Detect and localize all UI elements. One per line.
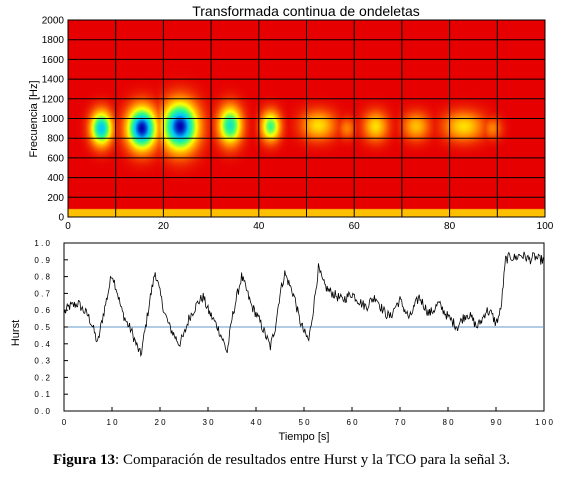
caption-text: : Comparación de resultados entre Hurst … xyxy=(115,452,511,468)
hurst-chart: Hurst 0 . 00 . 10 . 20 . 30 . 40 . 50 . … xyxy=(10,239,553,443)
hurst-y-tick-label: 0 . 0 xyxy=(34,407,50,416)
cwt-x-tick-label: 60 xyxy=(349,221,361,232)
hurst-y-tick-label: 0 . 5 xyxy=(34,323,50,332)
hurst-y-tick-label: 0 . 3 xyxy=(34,357,50,366)
cwt-y-tick-label: 400 xyxy=(47,173,64,184)
hurst-x-tick-label: 1 0 xyxy=(106,418,118,427)
cwt-y-ticks: 0 200 400 600 800 1000 1200 1400 1600 1800 2000 xyxy=(42,16,65,224)
cwt-y-tick-label: 600 xyxy=(47,153,64,164)
hurst-x-tick-label: 4 0 xyxy=(250,418,262,427)
cwt-x-ticks: 0 20 40 60 80 100 xyxy=(65,221,554,232)
cwt-grid xyxy=(68,20,545,217)
cwt-y-tick-label: 1600 xyxy=(42,55,65,66)
hurst-x-tick-label: 8 0 xyxy=(442,418,454,427)
hurst-y-tick-label: 0 . 8 xyxy=(34,273,50,282)
cwt-x-tick-label: 40 xyxy=(253,221,265,232)
hurst-ylabel: Hurst xyxy=(10,320,22,346)
cwt-y-tick-label: 1000 xyxy=(42,114,65,125)
hurst-y-tick-label: 0 . 9 xyxy=(34,256,50,265)
cwt-x-tick-label: 20 xyxy=(158,221,170,232)
hurst-x-tick-label: 0 xyxy=(62,418,67,427)
hurst-y-ticks: 0 . 0 0 . 1 0 . 2 0 . 3 0 . 4 0 . 5 0 . 6 0 . 7… xyxy=(34,239,68,416)
cwt-y-tick-label: 2000 xyxy=(42,16,65,27)
cwt-title: Transformada continua de ondeletas xyxy=(192,3,420,19)
figure-caption: Figura 13: Comparación de resultados ent… xyxy=(0,452,563,469)
hurst-xlabel: Tiempo [s] xyxy=(279,431,330,443)
hurst-x-ticks: 0 1 0 2 0 3 0 4 0 5 0 6 0 7 0 8 0 9 0 1 0 0 xyxy=(62,407,553,427)
caption-label: Figura 13 xyxy=(52,452,116,468)
hurst-x-tick-label: 2 0 xyxy=(154,418,166,427)
hurst-y-tick-label: 1 . 0 xyxy=(34,239,50,248)
hurst-x-tick-label: 1 0 0 xyxy=(535,418,553,427)
cwt-y-tick-label: 800 xyxy=(47,134,64,145)
cwt-chart: Transformada continua de ondeletas Frecu… xyxy=(28,3,554,232)
hurst-x-tick-label: 9 0 xyxy=(490,418,502,427)
hurst-y-tick-label: 0 . 7 xyxy=(34,289,50,298)
cwt-ylabel: Frecuencia [Hz] xyxy=(28,80,40,157)
cwt-x-tick-label: 100 xyxy=(537,221,554,232)
hurst-y-tick-label: 0 . 6 xyxy=(34,306,50,315)
cwt-y-tick-label: 0 xyxy=(58,213,64,224)
hurst-y-tick-label: 0 . 1 xyxy=(34,390,50,399)
hurst-x-tick-label: 6 0 xyxy=(346,418,358,427)
hurst-x-tick-label: 7 0 xyxy=(394,418,406,427)
hurst-x-tick-label: 5 0 xyxy=(298,418,310,427)
hurst-x-tick-label: 3 0 xyxy=(202,418,214,427)
hurst-series-line xyxy=(63,251,545,358)
cwt-y-tick-label: 1400 xyxy=(42,75,65,86)
hurst-y-tick-label: 0 . 4 xyxy=(34,340,50,349)
hurst-y-tick-label: 0 . 2 xyxy=(34,373,50,382)
cwt-y-tick-label: 1800 xyxy=(42,35,65,46)
cwt-x-tick-label: 0 xyxy=(65,221,71,232)
cwt-plot-border xyxy=(67,19,546,218)
cwt-x-tick-label: 80 xyxy=(444,221,456,232)
cwt-y-tick-label: 200 xyxy=(47,193,64,204)
cwt-y-tick-label: 1200 xyxy=(42,94,65,105)
